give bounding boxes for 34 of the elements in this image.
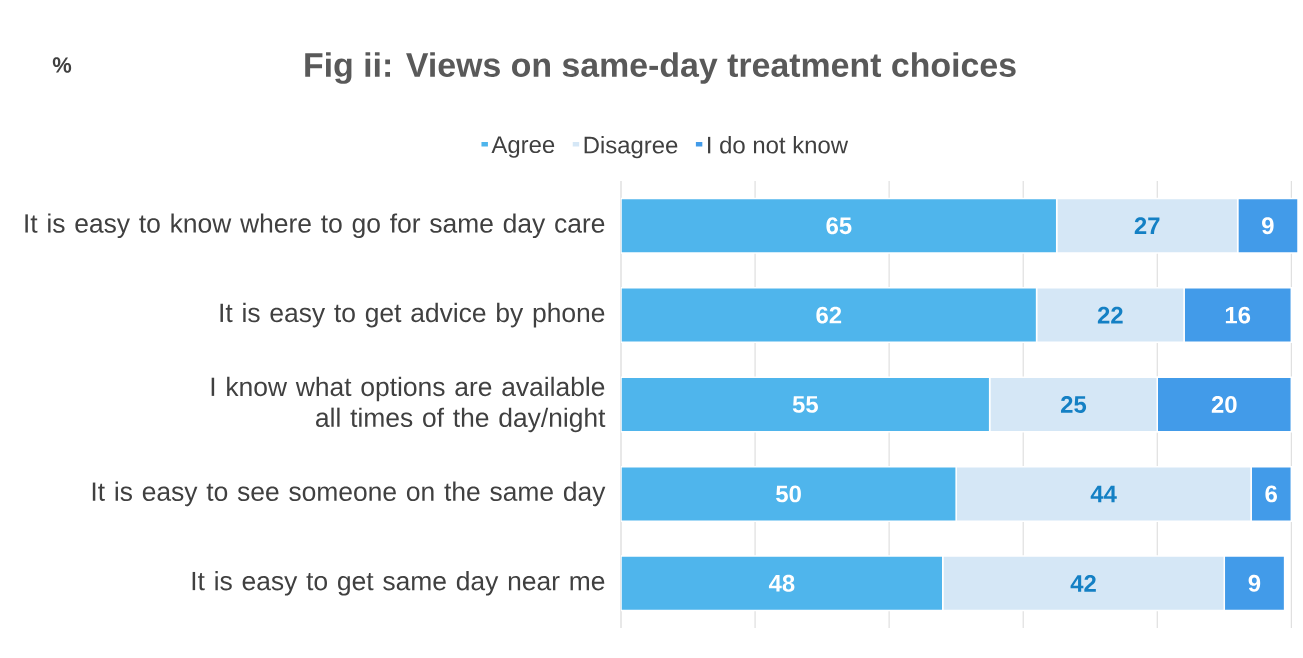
bar: [1183, 287, 1293, 344]
y-tick-label: It is easy to get same day near me: [192, 570, 605, 596]
legend-label: Agree: [491, 136, 555, 158]
y-tick-label: It is easy to know where to go for same day care: [25, 213, 605, 239]
data-label: 6: [1265, 485, 1277, 503]
chart-title: Fig ii: Views on same-day treatment choices: [305, 52, 1016, 84]
legend-label: I do not know: [708, 136, 849, 154]
data-label: 44: [1090, 485, 1117, 503]
bar: [621, 197, 1058, 254]
data-label: 22: [1097, 306, 1123, 324]
data-label: 55: [792, 396, 818, 413]
data-label: 27: [1134, 217, 1160, 235]
text: %: [52, 57, 72, 73]
data-label: 20: [1211, 396, 1237, 413]
data-label: 9: [1262, 217, 1274, 235]
bar: [621, 376, 991, 433]
data-label: 25: [1060, 396, 1087, 413]
bar: [621, 287, 1038, 344]
data-label: 48: [768, 574, 795, 592]
bar: [1156, 376, 1293, 433]
bar: [621, 555, 944, 612]
y-tick-label: It is easy to see someone on the same day: [92, 481, 606, 507]
bar: [1223, 555, 1286, 612]
bar: [621, 465, 957, 522]
data-label: 62: [816, 306, 842, 324]
legend-label: Disagree: [584, 136, 678, 159]
data-label: 50: [776, 485, 801, 503]
data-label: 9: [1248, 574, 1261, 592]
y-tick-label: I know what options are available all times of the day/night: [211, 376, 606, 433]
bar: [1236, 197, 1299, 254]
data-label: 16: [1225, 306, 1251, 324]
data-label: 42: [1070, 574, 1096, 592]
y-tick-label: It is easy to get advice by phone: [220, 302, 605, 328]
data-label: 65: [826, 217, 852, 235]
